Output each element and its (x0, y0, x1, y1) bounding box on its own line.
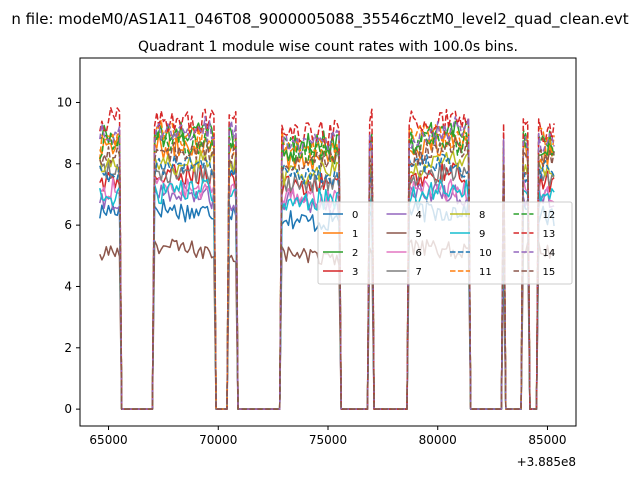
x-tick-label: 75000 (309, 433, 347, 447)
x-tick-label: 80000 (419, 433, 457, 447)
legend-label-11: 11 (479, 267, 492, 278)
legend-label-8: 8 (479, 210, 485, 221)
legend-label-4: 4 (416, 210, 422, 221)
x-axis: 65000 70000 75000 80000 85000 (89, 426, 567, 447)
series-layer (99, 106, 555, 410)
y-tick-label: 6 (64, 218, 72, 232)
chart-title: Quadrant 1 module wise count rates with … (138, 39, 518, 55)
series-line-15 (99, 137, 555, 410)
legend-box (317, 201, 573, 285)
legend-label-12: 12 (543, 210, 556, 221)
figure-suptitle: n file: modeM0/AS1A11_046T08_9000005088_… (11, 10, 628, 29)
legend-label-7: 7 (416, 267, 422, 278)
y-tick-label: 10 (57, 95, 72, 109)
x-tick-label: 70000 (199, 433, 237, 447)
plot-frame (79, 57, 577, 427)
legend-label-9: 9 (479, 229, 485, 240)
y-tick-label: 2 (64, 341, 72, 355)
x-tick-label: 85000 (528, 433, 566, 447)
legend-label-3: 3 (352, 267, 358, 278)
legend-label-6: 6 (416, 248, 422, 259)
y-tick-label: 8 (64, 157, 72, 171)
legend-label-15: 15 (543, 267, 556, 278)
y-tick-label: 4 (64, 279, 72, 293)
y-tick-label: 0 (64, 402, 72, 416)
x-tick-label: 65000 (89, 433, 127, 447)
legend-label-14: 14 (543, 248, 556, 259)
legend-label-2: 2 (352, 248, 358, 259)
legend-label-1: 1 (352, 229, 358, 240)
legend-label-13: 13 (543, 229, 556, 240)
x-offset-label: +3.885e8 (517, 455, 576, 469)
series-line-14 (99, 115, 555, 410)
legend-label-10: 10 (479, 248, 492, 259)
legend-label-0: 0 (352, 210, 358, 221)
y-axis: 0 2 4 6 8 10 (57, 95, 80, 416)
legend-label-5: 5 (416, 229, 422, 240)
